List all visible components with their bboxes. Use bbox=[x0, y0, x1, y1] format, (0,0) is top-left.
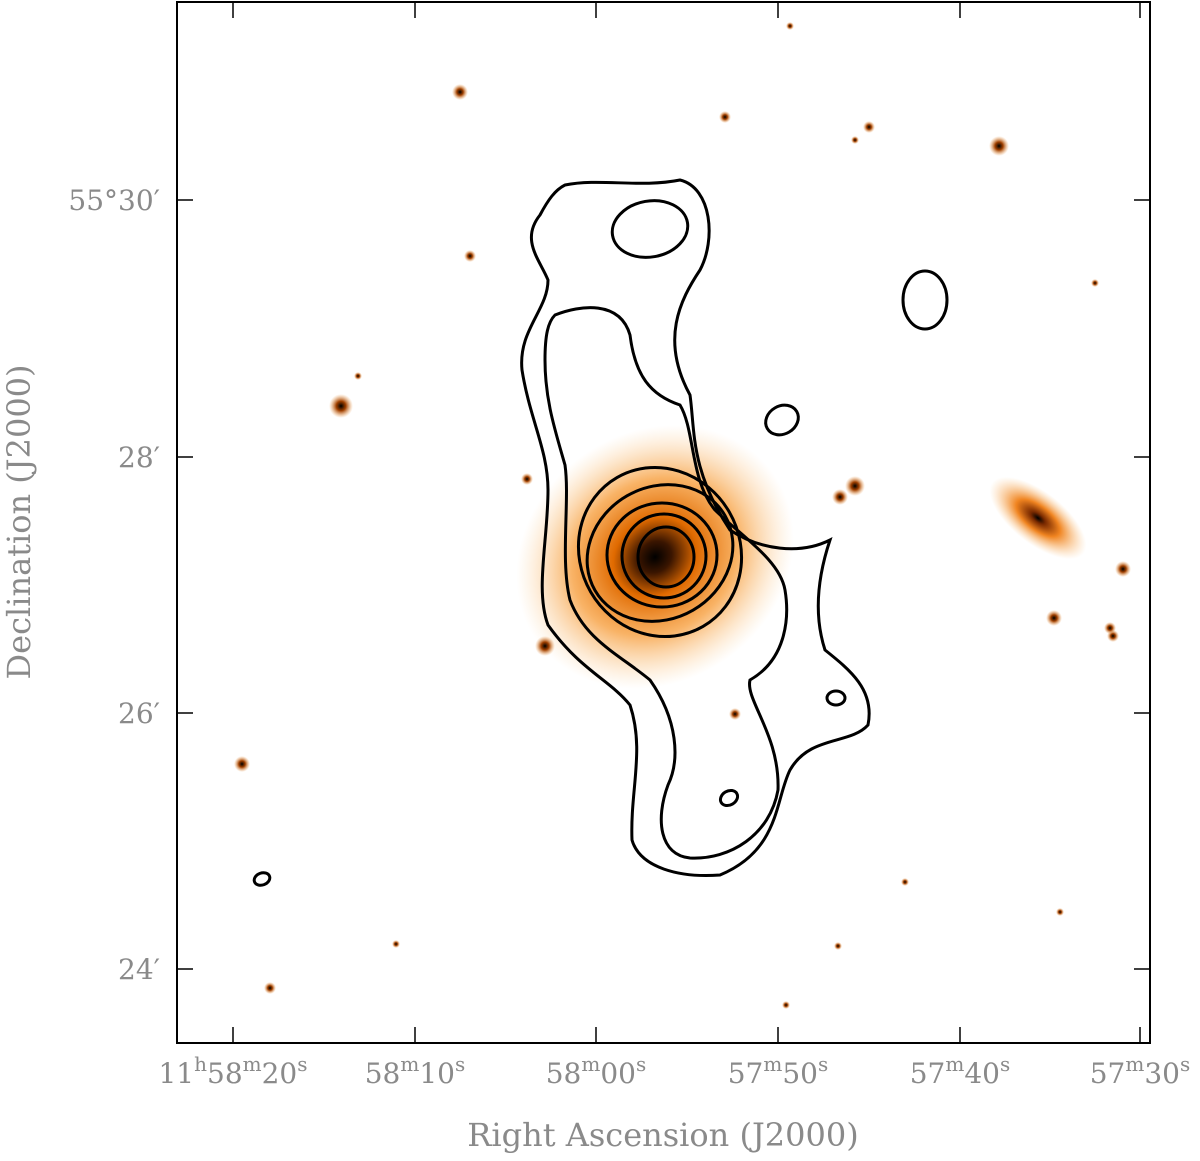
tick-number: 00 bbox=[600, 1057, 636, 1090]
x-tick-label: 11h58m20s bbox=[158, 1052, 307, 1090]
contours bbox=[252, 178, 949, 887]
star bbox=[354, 372, 362, 380]
tick-number: 40 bbox=[964, 1057, 1000, 1090]
tick-unit: m bbox=[1125, 1052, 1144, 1076]
x-tick-label: 58m00s bbox=[546, 1052, 647, 1090]
tick-unit: m bbox=[945, 1052, 964, 1076]
tick-unit: m bbox=[581, 1052, 600, 1076]
tick-number: 57 bbox=[910, 1057, 946, 1090]
tick-number: 58 bbox=[365, 1057, 401, 1090]
tick-number: 57 bbox=[728, 1057, 764, 1090]
star bbox=[535, 636, 555, 656]
tick-unit: s bbox=[297, 1052, 307, 1076]
ticks: 11h58m20s 58m10s 58m00s 57m50s 57m40s 57m30s5… bbox=[68, 2, 1190, 1090]
tick-number: 57 bbox=[1090, 1057, 1126, 1090]
tick-unit: m bbox=[763, 1052, 782, 1076]
star bbox=[729, 708, 741, 720]
star bbox=[832, 489, 848, 505]
tick-unit: s bbox=[1180, 1052, 1190, 1076]
y-tick-label: 26′ bbox=[118, 697, 160, 730]
star bbox=[834, 942, 842, 950]
star bbox=[452, 84, 468, 100]
star bbox=[329, 394, 353, 418]
star bbox=[1115, 561, 1131, 577]
x-axis-label: Right Ascension (J2000) bbox=[467, 1116, 858, 1154]
x-tick-label: 57m30s bbox=[1090, 1052, 1191, 1090]
tick-number: 58 bbox=[546, 1057, 582, 1090]
star bbox=[851, 136, 859, 144]
x-tick-label: 58m10s bbox=[365, 1052, 466, 1090]
tick-unit: m bbox=[400, 1052, 419, 1076]
tick-unit: s bbox=[636, 1052, 646, 1076]
tick-number: 58 bbox=[207, 1057, 243, 1090]
star bbox=[464, 250, 476, 262]
tick-number: 11 bbox=[158, 1057, 194, 1090]
star bbox=[1046, 610, 1062, 626]
star bbox=[1104, 622, 1116, 634]
y-tick-label: 55°30′ bbox=[68, 184, 160, 217]
star bbox=[782, 1001, 790, 1009]
plot-frame bbox=[176, 1, 1151, 1044]
star bbox=[786, 22, 794, 30]
tick-number: 30 bbox=[1144, 1057, 1180, 1090]
x-tick-label: 57m40s bbox=[910, 1052, 1011, 1090]
star bbox=[521, 473, 533, 485]
tick-number: 20 bbox=[262, 1057, 298, 1090]
star bbox=[392, 940, 400, 948]
y-axis-label: Declination (J2000) bbox=[0, 364, 38, 679]
star bbox=[1091, 279, 1099, 287]
star bbox=[901, 878, 909, 886]
star bbox=[234, 756, 250, 772]
star bbox=[845, 476, 865, 496]
sky-image bbox=[177, 2, 1150, 1043]
y-tick-label: 24′ bbox=[118, 953, 160, 986]
star bbox=[863, 121, 875, 133]
y-tick-label: 28′ bbox=[118, 441, 160, 474]
tick-unit: m bbox=[243, 1052, 262, 1076]
x-tick-label: 57m50s bbox=[728, 1052, 829, 1090]
star bbox=[264, 982, 276, 994]
tick-unit: s bbox=[455, 1052, 465, 1076]
tick-number: 10 bbox=[419, 1057, 455, 1090]
star bbox=[1056, 908, 1064, 916]
star bbox=[719, 111, 731, 123]
tick-unit: s bbox=[818, 1052, 828, 1076]
tick-number: 50 bbox=[782, 1057, 818, 1090]
tick-unit: s bbox=[1000, 1052, 1010, 1076]
tick-unit: h bbox=[194, 1052, 207, 1076]
star bbox=[989, 136, 1009, 156]
